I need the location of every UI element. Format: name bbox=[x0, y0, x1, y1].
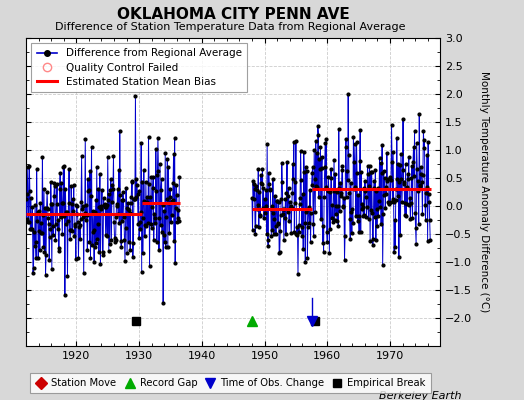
Text: Difference of Station Temperature Data from Regional Average: Difference of Station Temperature Data f… bbox=[56, 22, 406, 32]
Legend: Station Move, Record Gap, Time of Obs. Change, Empirical Break: Station Move, Record Gap, Time of Obs. C… bbox=[30, 373, 431, 393]
Text: Berkeley Earth: Berkeley Earth bbox=[379, 391, 461, 400]
Title: OKLAHOMA CITY PENN AVE: OKLAHOMA CITY PENN AVE bbox=[117, 6, 350, 22]
Legend: Difference from Regional Average, Quality Control Failed, Estimated Station Mean: Difference from Regional Average, Qualit… bbox=[31, 43, 247, 92]
Y-axis label: Monthly Temperature Anomaly Difference (°C): Monthly Temperature Anomaly Difference (… bbox=[479, 71, 489, 313]
